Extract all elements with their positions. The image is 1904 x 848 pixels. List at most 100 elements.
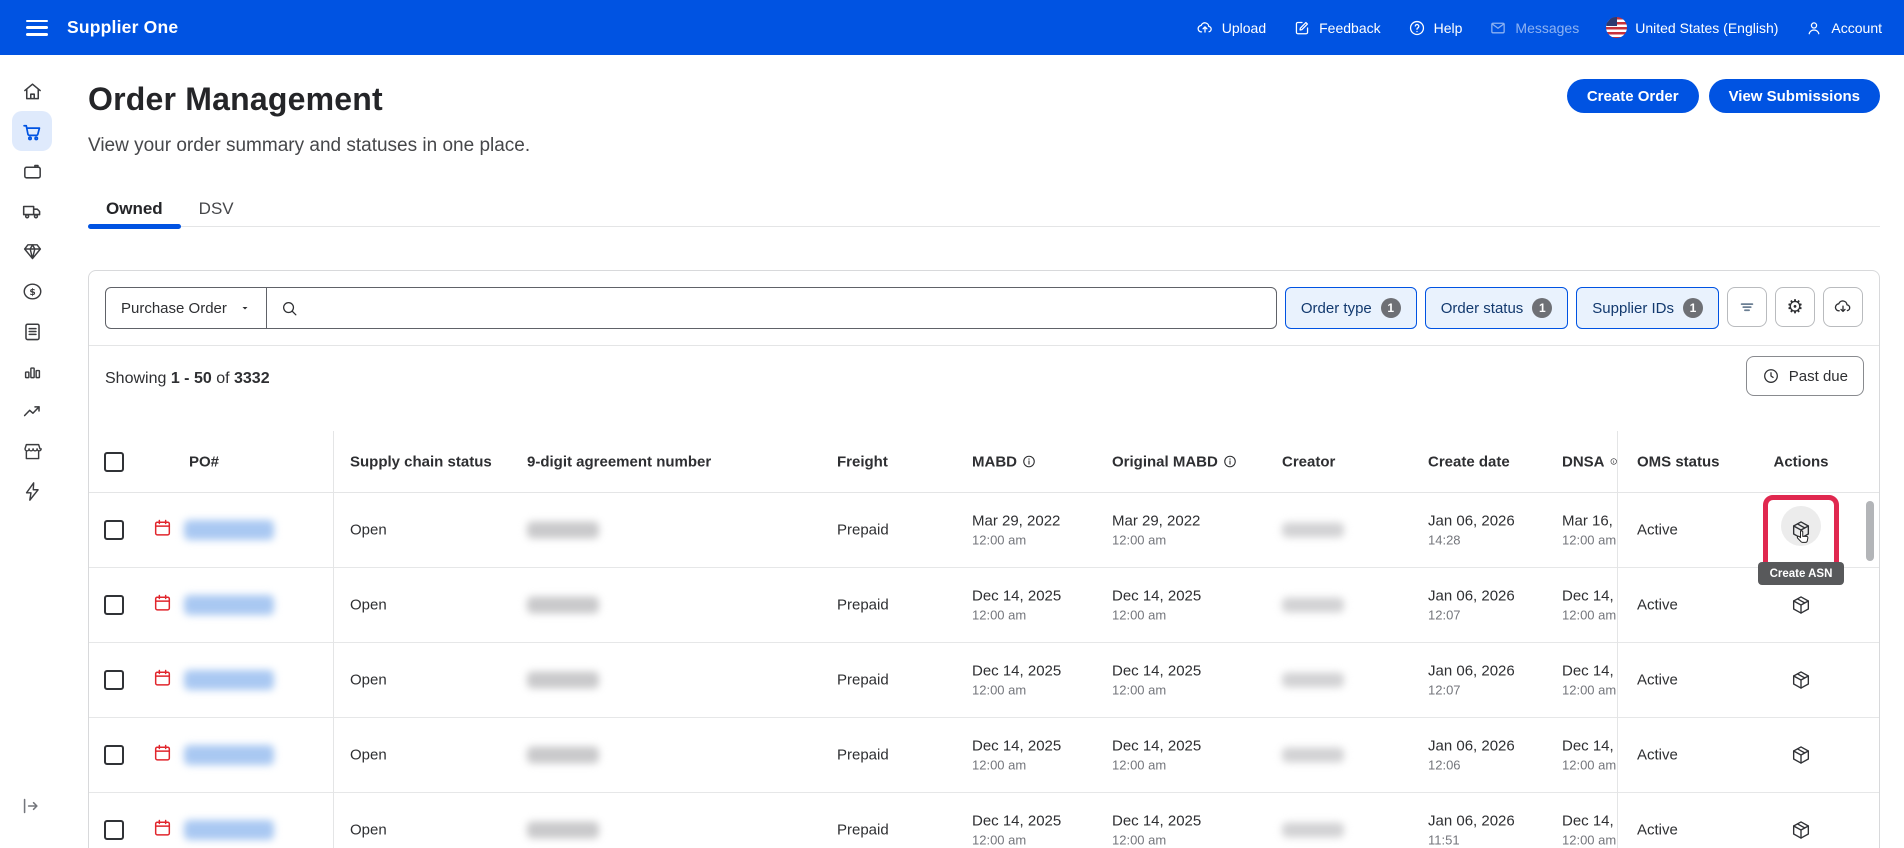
column-create-date[interactable]: Create date <box>1428 453 1510 470</box>
create-asn-action[interactable] <box>1761 643 1841 717</box>
po-number-link-redacted[interactable] <box>184 520 274 540</box>
oms-status-value: Active <box>1637 521 1678 539</box>
tab-dsv[interactable]: DSV <box>198 199 234 218</box>
package-icon <box>1792 671 1810 689</box>
brand-logo: Supplier One <box>67 17 179 37</box>
view-submissions-button[interactable]: View Submissions <box>1708 79 1880 113</box>
create-order-button[interactable]: Create Order <box>1566 79 1699 113</box>
original-mabd-cell: Dec 14, 2025 12:00 am <box>1112 587 1202 623</box>
create-asn-tooltip-label: Create ASN <box>1769 567 1833 580</box>
search-type-dropdown[interactable]: Purchase Order <box>106 288 267 328</box>
row-checkbox[interactable] <box>104 745 124 765</box>
filter-lines-button[interactable] <box>1727 287 1767 327</box>
sidebar-item-shipping[interactable] <box>12 191 52 231</box>
sidebar-item-growth[interactable] <box>12 231 52 271</box>
sidebar-item-items[interactable] <box>12 151 52 191</box>
tab-owned[interactable]: Owned <box>88 192 181 229</box>
table-header: PO# Supply chain status 9-digit agreemen… <box>89 431 1879 493</box>
freight-value: Prepaid <box>837 671 889 689</box>
sidebar-item-home[interactable] <box>12 71 52 111</box>
column-dnsa[interactable]: DNSA <box>1562 453 1617 470</box>
dnsa-cell: Mar 16, 2012:00 am <box>1562 512 1617 548</box>
filter-chip-order-type[interactable]: Order type 1 <box>1284 287 1417 329</box>
column-creator[interactable]: Creator <box>1282 453 1336 470</box>
supply-chain-status-value: Open <box>350 821 387 839</box>
column-oms-status[interactable]: OMS status <box>1637 453 1720 470</box>
left-sidebar: $ <box>0 55 64 848</box>
cloud-upload-icon <box>1197 21 1212 33</box>
info-icon[interactable] <box>1610 455 1617 469</box>
column-mabd[interactable]: MABD <box>972 453 1036 470</box>
orders-table: PO# Supply chain status 9-digit agreemen… <box>89 431 1879 848</box>
column-po[interactable]: PO# <box>189 453 220 470</box>
create-asn-action[interactable] <box>1761 793 1841 848</box>
help-icon <box>1409 20 1424 35</box>
locale-selector[interactable]: United States (English) <box>1606 17 1778 38</box>
search-input[interactable] <box>307 299 1263 317</box>
settings-button[interactable]: ⚙ <box>1775 287 1815 327</box>
past-due-button[interactable]: Past due <box>1745 356 1864 396</box>
column-actions: Actions <box>1773 453 1829 470</box>
package-icon <box>1792 746 1810 764</box>
create-asn-action[interactable] <box>1761 493 1841 567</box>
sidebar-item-analytics[interactable] <box>12 351 52 391</box>
filter-chip-supplier-ids[interactable]: Supplier IDs 1 <box>1576 287 1719 329</box>
gear-icon: ⚙ <box>1786 295 1804 318</box>
feedback-nav-button[interactable]: Feedback <box>1293 19 1381 37</box>
info-icon[interactable] <box>1022 455 1036 469</box>
row-checkbox[interactable] <box>104 820 124 840</box>
column-original-mabd[interactable]: Original MABD <box>1112 453 1237 470</box>
sidebar-item-marketplace[interactable] <box>12 431 52 471</box>
filter-chip-order-status[interactable]: Order status 1 <box>1424 287 1569 329</box>
oms-status-value: Active <box>1637 671 1678 689</box>
home-icon <box>23 82 41 99</box>
cloud-download-icon <box>1834 300 1851 313</box>
upload-nav-button[interactable]: Upload <box>1196 19 1266 37</box>
select-all-checkbox[interactable] <box>104 451 124 472</box>
account-nav-button[interactable]: Account <box>1805 19 1882 37</box>
dnsa-cell: Dec 14, 212:00 am <box>1562 737 1617 773</box>
row-checkbox[interactable] <box>104 595 124 615</box>
dollar-icon: $ <box>23 282 41 300</box>
creator-redacted <box>1282 522 1344 538</box>
creator-redacted <box>1282 672 1344 688</box>
count-badge: 1 <box>1683 298 1703 318</box>
oms-status-value: Active <box>1637 596 1678 614</box>
agreement-number-redacted <box>527 746 599 764</box>
sidebar-item-reports[interactable] <box>12 311 52 351</box>
row-checkbox[interactable] <box>104 670 124 690</box>
sidebar-item-automation[interactable] <box>12 471 52 511</box>
freight-value: Prepaid <box>837 746 889 764</box>
sidebar-item-payments[interactable]: $ <box>12 271 52 311</box>
cart-icon <box>22 124 40 140</box>
table-row: Open Prepaid Dec 14, 2025 12:00 am Dec 14… <box>89 568 1879 643</box>
column-freight[interactable]: Freight <box>837 453 888 470</box>
calendar-icon <box>152 668 173 693</box>
messages-nav-button[interactable]: Messages <box>1489 19 1579 37</box>
count-badge: 1 <box>1380 298 1401 318</box>
info-icon[interactable] <box>1223 455 1237 469</box>
help-nav-button[interactable]: Help <box>1408 19 1462 37</box>
creator-redacted <box>1282 822 1344 838</box>
column-supply-chain-status[interactable]: Supply chain status <box>350 453 492 470</box>
create-date-cell: Jan 06, 2026 11:51 <box>1428 812 1515 848</box>
results-summary: Showing 1 - 50 of 3332 <box>105 370 270 387</box>
po-number-link-redacted[interactable] <box>184 745 274 765</box>
table-row: Open Prepaid Mar 29, 2022 12:00 am Mar 29… <box>89 493 1879 585</box>
search-combo: Purchase Order <box>105 287 1277 329</box>
po-number-link-redacted[interactable] <box>184 670 274 690</box>
po-number-link-redacted[interactable] <box>184 820 274 840</box>
creator-redacted <box>1282 597 1344 613</box>
sidebar-expand-icon[interactable] <box>20 795 42 822</box>
table-scrollbar-thumb[interactable] <box>1866 501 1874 561</box>
sidebar-item-performance[interactable] <box>12 391 52 431</box>
column-agreement-number[interactable]: 9-digit agreement number <box>527 453 712 470</box>
hamburger-menu-icon[interactable] <box>26 19 48 36</box>
page-title: Order Management <box>88 81 383 117</box>
export-button[interactable] <box>1823 287 1863 327</box>
sidebar-item-orders[interactable] <box>12 111 52 151</box>
po-number-link-redacted[interactable] <box>184 595 274 615</box>
row-checkbox[interactable] <box>104 520 124 540</box>
create-asn-action[interactable] <box>1761 568 1841 642</box>
create-asn-action[interactable] <box>1761 718 1841 792</box>
